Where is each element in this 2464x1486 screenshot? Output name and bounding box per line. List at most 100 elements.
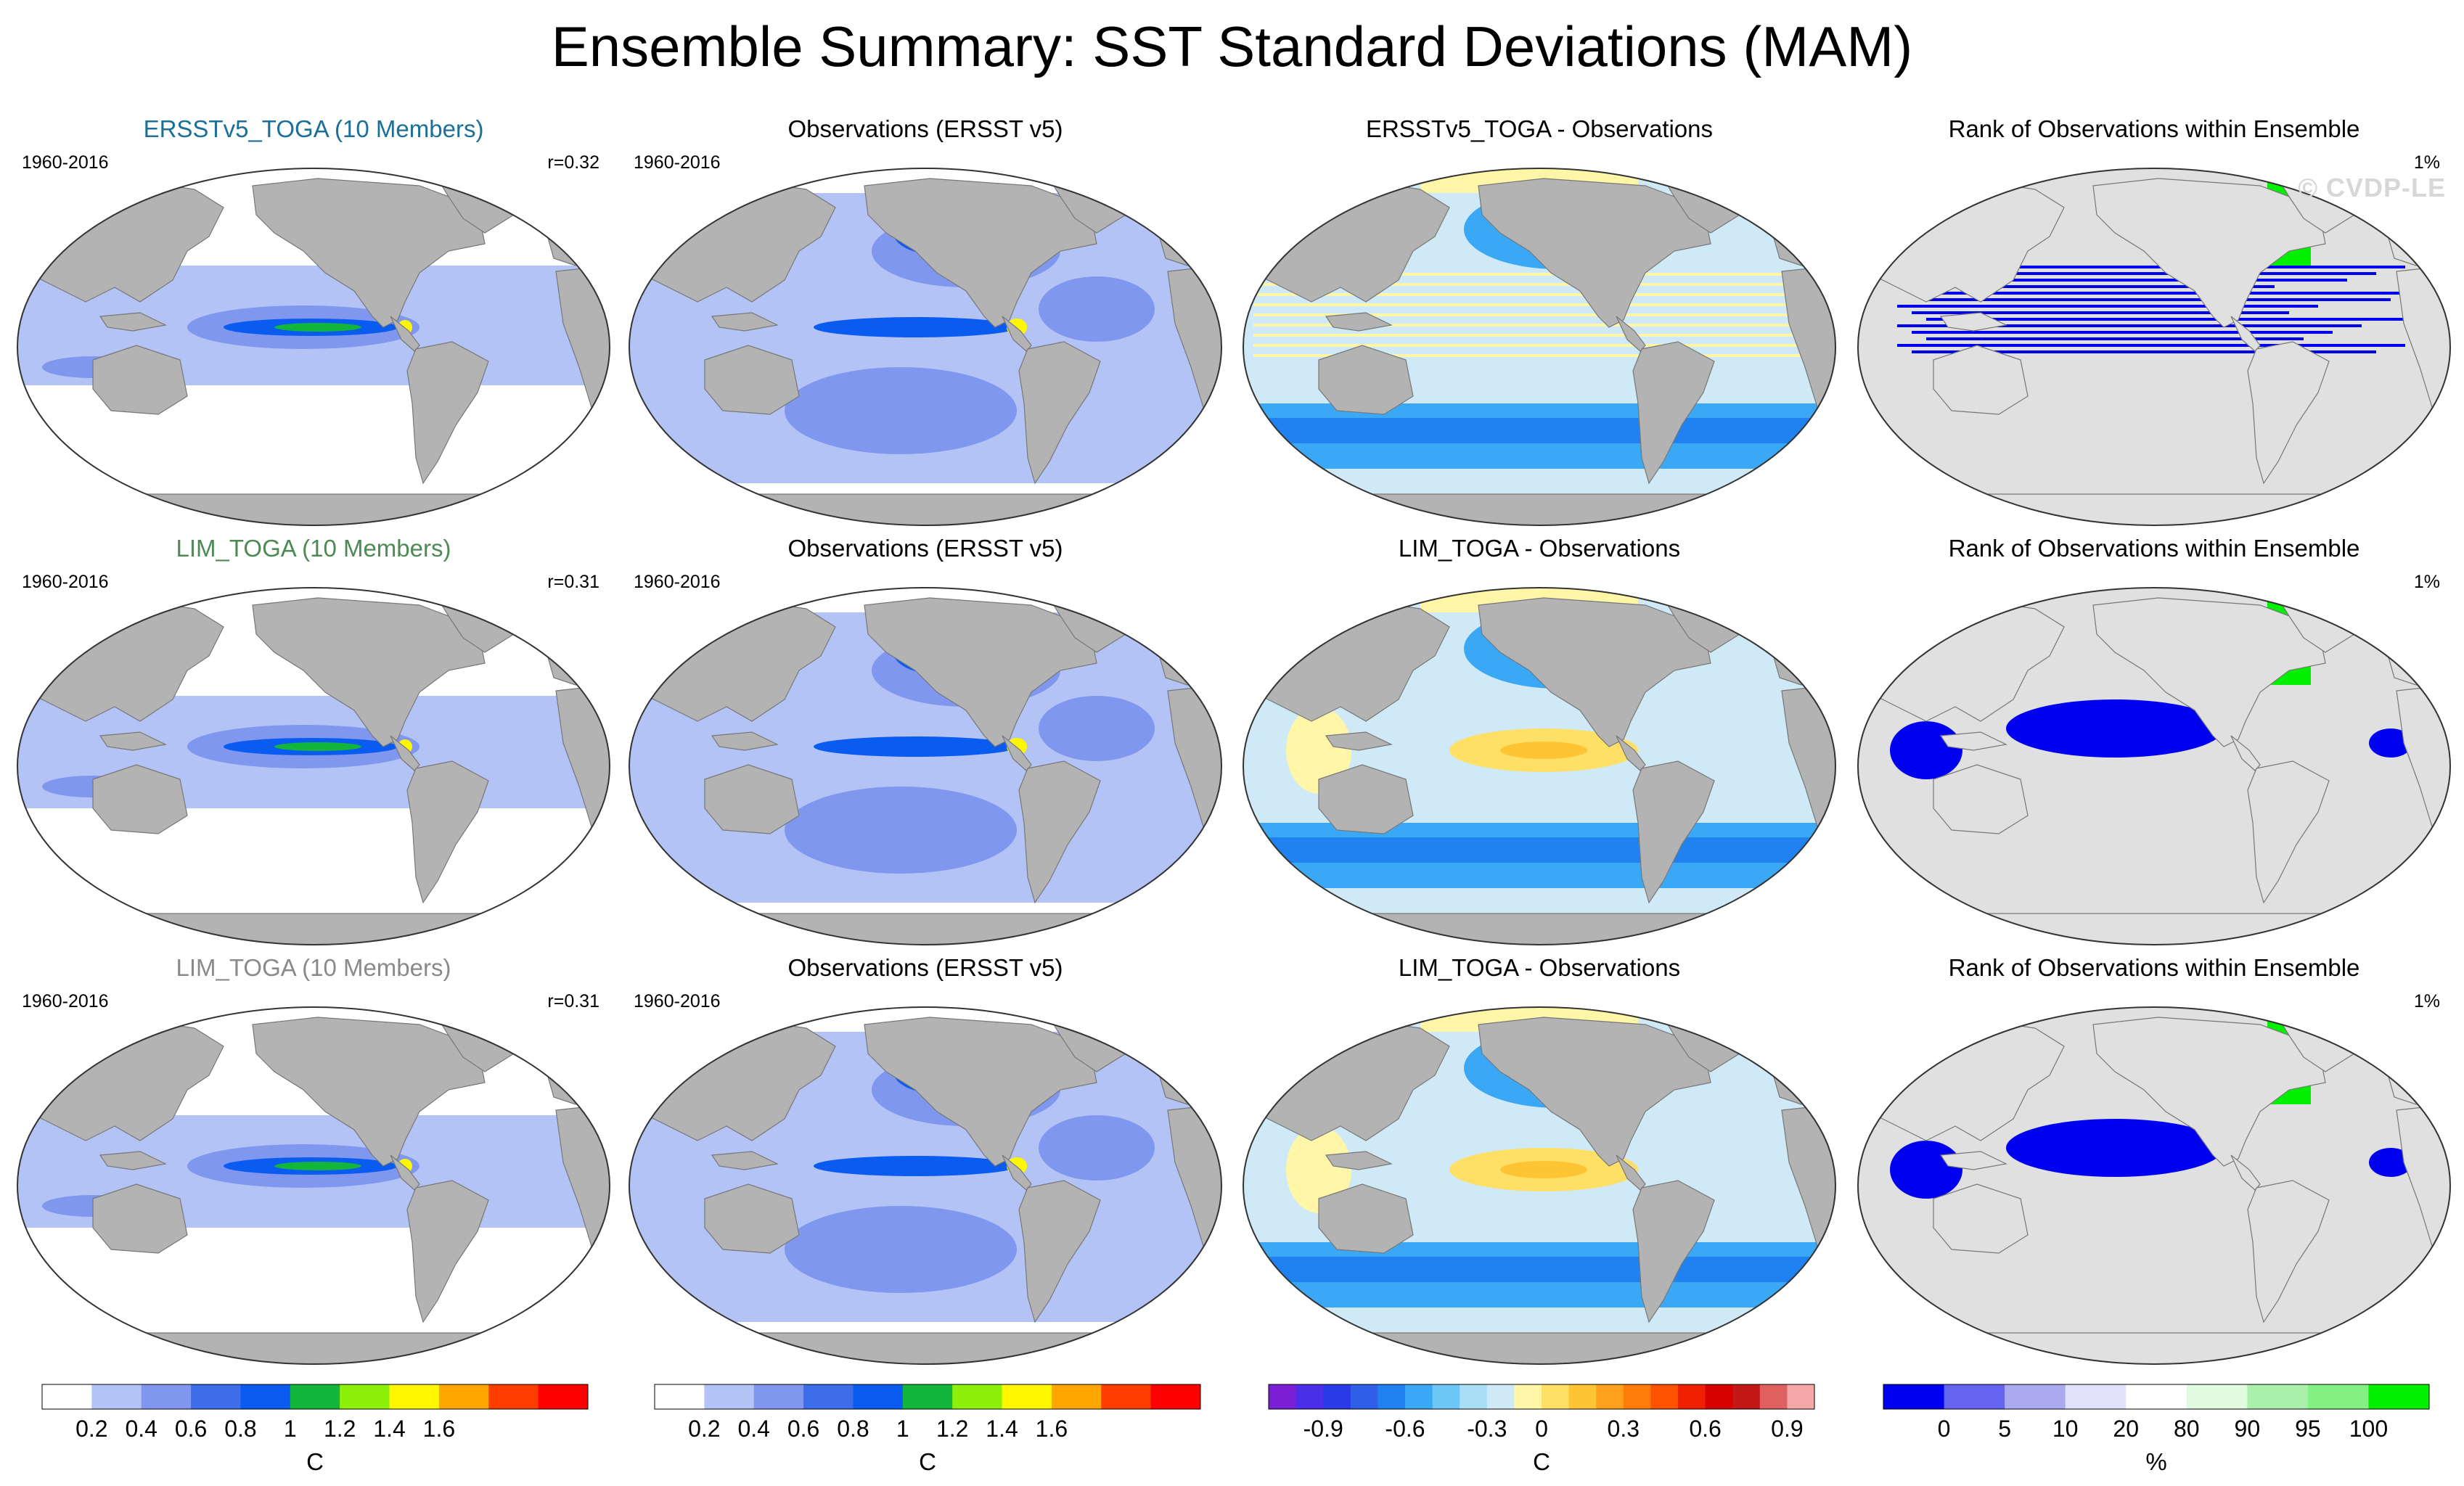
rank-low-region <box>2369 728 2412 758</box>
colorbar-swatch <box>2186 1384 2248 1409</box>
colorbar-frame <box>1268 1384 1815 1410</box>
colorbar-tick-label: 0.8 <box>837 1416 869 1442</box>
rank-low-stripe <box>1926 337 2304 340</box>
colorbar-swatch <box>1323 1384 1351 1409</box>
map-outline <box>1857 168 2451 526</box>
colorbar-swatch <box>438 1384 489 1409</box>
colorbar-swatch <box>952 1384 1003 1409</box>
sst-diff-stripe <box>1253 354 1834 357</box>
rank-low-stripe <box>1897 266 2405 268</box>
sst-diff-stripe <box>1253 334 1834 337</box>
rank-low-stripe <box>1926 318 2434 321</box>
sst-diff-region <box>1243 837 1835 863</box>
colorbar-swatch <box>753 1384 804 1409</box>
colorbar-swatch <box>1432 1384 1460 1409</box>
colorbar-swatch <box>1350 1384 1378 1409</box>
colorbar-tick-label: 1 <box>896 1416 909 1442</box>
colorbar-tick-label: 20 <box>2113 1416 2139 1442</box>
rank-low-stripe <box>1912 350 2376 353</box>
sst-diff-region <box>1243 418 1835 443</box>
panel-ensemble-row2: LIM_TOGA (10 Members) 1960-2016 r=0.31 <box>6 534 621 953</box>
world-map <box>1243 168 1836 526</box>
sst-diff-region <box>1243 1257 1835 1282</box>
colorbar-swatch <box>1269 1384 1297 1409</box>
colorbar-tick-label: 10 <box>2052 1416 2079 1442</box>
std-colorbar-2-graphic: 0.2 0.4 0.6 0.8 1 1.2 1.4 1.6 <box>654 1384 1201 1442</box>
colorbar-tick-label: 0.6 <box>175 1416 207 1442</box>
panel-title: ERSSTv5_TOGA (10 Members) <box>143 115 484 142</box>
colorbar-swatch <box>1759 1384 1788 1409</box>
panel-title: Rank of Observations within Ensemble <box>1948 115 2360 142</box>
sst-diff-stripe <box>1253 273 1834 276</box>
colorbar-swatch <box>1378 1384 1406 1409</box>
colorbar-swatch <box>42 1384 92 1409</box>
colorbar-tick-label: 100 <box>2349 1416 2388 1442</box>
colorbar-tick-label: -0.6 <box>1385 1416 1425 1442</box>
panel-percent: 1% <box>2413 572 2440 592</box>
colorbar-swatch <box>1150 1384 1201 1409</box>
colorbar-tick-label: -0.3 <box>1467 1416 1507 1442</box>
panel-period: 1960-2016 <box>22 991 109 1011</box>
sst-diff-stripe <box>1253 303 1834 306</box>
panel-title: Observations (ERSST v5) <box>787 115 1063 142</box>
rank-low-stripe <box>1897 305 2318 308</box>
map-outline <box>1243 1006 1836 1365</box>
rank-low-stripe <box>1912 331 2333 334</box>
colorbar-swatch <box>1787 1384 1815 1409</box>
colorbar-swatch <box>803 1384 854 1409</box>
colorbar-swatch <box>1705 1384 1733 1409</box>
std-colorbar-2-unit: C <box>919 1448 936 1475</box>
colorbar-swatch <box>538 1384 589 1409</box>
sst-diff-stripe <box>1253 293 1834 296</box>
world-map <box>1857 1006 2451 1365</box>
panel-title: Rank of Observations within Ensemble <box>1948 954 2360 981</box>
map-field <box>17 1007 610 1364</box>
rank-low-stripe <box>1926 298 2391 301</box>
colorbar-swatch <box>1678 1384 1706 1409</box>
diff-colorbar: -0.9 -0.6 -0.3 0 0.3 0.6 0.9 C <box>1268 1384 1815 1475</box>
map-outline <box>629 587 1222 945</box>
map-field <box>1858 168 2450 525</box>
sst-region <box>785 1206 1017 1293</box>
watermark: © CVDP-LE <box>2298 173 2446 202</box>
rank-colorbar-unit: % <box>2145 1448 2167 1475</box>
colorbar-tick-label: 0.8 <box>224 1416 256 1442</box>
panel-correlation: r=0.31 <box>547 991 599 1011</box>
sst-region <box>1039 696 1155 761</box>
colorbar-tick-label: 1.4 <box>373 1416 405 1442</box>
world-map <box>629 1006 1222 1365</box>
sst-diff-region <box>1286 1126 1351 1213</box>
panel-percent: 1% <box>2413 152 2440 173</box>
panel-rank-row2: Rank of Observations within Ensemble 1% <box>1846 534 2462 953</box>
diff-colorbar-unit: C <box>1533 1448 1550 1475</box>
map-outline <box>629 1006 1222 1365</box>
sst-diff-stripe <box>1253 283 1834 286</box>
sst-region <box>814 1156 1017 1176</box>
panel-obs-row3: Observations (ERSST v5) 1960-2016 <box>618 953 1233 1373</box>
map-outline <box>17 587 610 945</box>
colorbar-tick-label: 1 <box>284 1416 297 1442</box>
colorbar-swatch <box>1732 1384 1761 1409</box>
sst-region <box>274 1162 361 1170</box>
colorbar-swatch <box>2126 1384 2187 1409</box>
colorbar-swatch <box>290 1384 340 1409</box>
colorbar-tick-label: 0.6 <box>1689 1416 1721 1442</box>
colorbar-tick-label: 1.6 <box>423 1416 455 1442</box>
sst-region <box>1039 276 1155 342</box>
colorbar-tick-label: 5 <box>1998 1416 2011 1442</box>
sst-region <box>814 317 1017 337</box>
sst-diff-stripe <box>1253 313 1834 316</box>
colorbar-tick-label: 90 <box>2235 1416 2261 1442</box>
map-outline <box>17 1006 610 1365</box>
sst-diff-region <box>1500 1161 1587 1178</box>
world-map <box>1857 587 2451 945</box>
rank-low-stripe <box>1897 285 2275 288</box>
diff-colorbar-graphic: -0.9 -0.6 -0.3 0 0.3 0.6 0.9 <box>1268 1384 1815 1442</box>
colorbar-swatch <box>704 1384 755 1409</box>
rank-low-region <box>2006 1119 2224 1177</box>
colorbar-swatch <box>2005 1384 2066 1409</box>
panel-percent: 1% <box>2413 991 2440 1011</box>
colorbar-tick-label: 1.6 <box>1036 1416 1068 1442</box>
colorbar-swatch <box>1460 1384 1488 1409</box>
colorbar-swatch <box>340 1384 390 1409</box>
